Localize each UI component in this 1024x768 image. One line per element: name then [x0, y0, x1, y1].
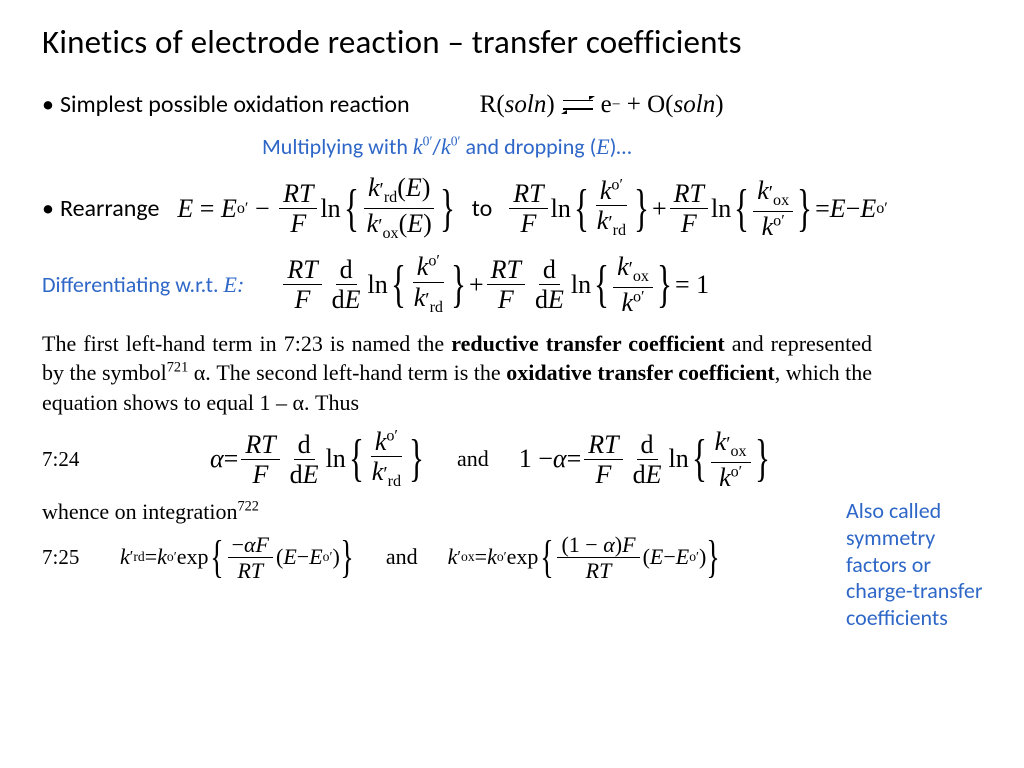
eq-7-25-row: 7:25 k′rd = ko′ exp { −αFRT (E − Eo′) } … [42, 533, 982, 582]
eq-7-24-row: 7:24 α = RTF ddE ln{ ko′k′rd } and 1 − α… [42, 428, 982, 491]
bullet-row-1: • Simplest possible oxidation reaction R… [42, 90, 982, 119]
note-multiplying: Multiplying with k0′/k0′ and dropping (E… [262, 133, 982, 160]
eq-differentiated: RTF ddE ln{ ko′k′rd } + RTF ddE ln{ k′ox… [280, 253, 709, 316]
eq-number-725: 7:25 [42, 545, 120, 570]
differentiating-row: Differentiating w.r.t. E: RTF ddE ln{ ko… [42, 253, 982, 316]
bullet-dot: • [42, 197, 54, 221]
to-text: to [472, 194, 492, 223]
whence-text: whence on integration722 [42, 497, 982, 527]
eq-kox: k′ox = ko′ exp { (1 − α)FRT (E − Eo′) } [448, 533, 723, 582]
eq-number-724: 7:24 [42, 447, 120, 472]
equilibrium-arrows-icon [561, 95, 595, 115]
eq-rearrange-left: E = Eo′ − RTF ln { k′rd(E)k′ox(E) } [177, 174, 457, 243]
and-text-2: and [386, 544, 418, 570]
diff-label: Differentiating w.r.t. E: [42, 271, 244, 298]
and-text: and [457, 446, 489, 472]
bullet-1-text: Simplest possible oxidation reaction [60, 90, 410, 119]
bullet-2-text: Rearrange [60, 194, 159, 223]
side-note: Also called symmetry factors or charge-t… [846, 498, 984, 632]
slide-title: Kinetics of electrode reaction – transfe… [42, 22, 982, 62]
bullet-dot: • [42, 93, 54, 117]
eq-one-minus-alpha: 1 − α = RTF ddE ln{ k′oxko′ } [519, 428, 773, 491]
eq-krd: k′rd = ko′ exp { −αFRT (E − Eo′) } [120, 533, 356, 582]
explanation-paragraph: The first left-hand term in 7:23 is name… [42, 329, 872, 418]
eq-rearrange-right: RTF ln{ ko′k′rd } + RTF ln{ k′oxko′ } = … [506, 177, 888, 240]
bullet-row-2: • Rearrange E = Eo′ − RTF ln { k′rd(E)k′… [42, 174, 982, 243]
eq-alpha: α = RTF ddE ln{ ko′k′rd } [210, 428, 427, 491]
reaction-equation: R(soln) e− + O(soln) [480, 91, 724, 119]
